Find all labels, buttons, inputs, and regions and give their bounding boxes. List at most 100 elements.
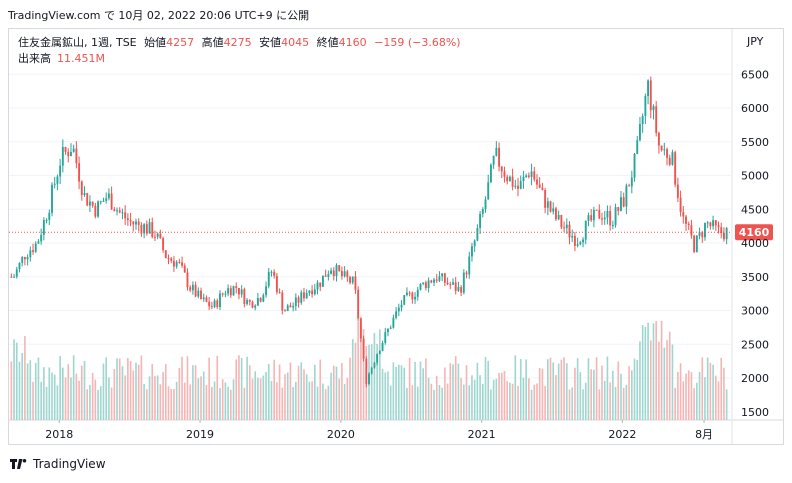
candle-body <box>582 239 584 243</box>
x-tick-label: 2021 <box>468 428 496 441</box>
candle-body <box>15 269 18 277</box>
volume-bar <box>473 379 476 420</box>
volume-bar <box>43 367 45 420</box>
volume-bar <box>70 377 72 420</box>
candle-body <box>308 290 311 293</box>
candle-body <box>319 282 322 287</box>
candle-body <box>197 290 200 297</box>
candle-body <box>381 342 384 351</box>
candle-body <box>452 282 454 285</box>
candle-body <box>332 270 335 277</box>
candle-body <box>416 289 419 297</box>
candle-body <box>145 224 148 234</box>
candle-body <box>159 233 162 239</box>
candle-body <box>102 200 105 202</box>
candle-body <box>595 209 598 211</box>
candle-body <box>289 305 292 308</box>
volume-bar <box>216 355 219 420</box>
volume-bar <box>617 361 620 420</box>
candle-body <box>313 289 316 295</box>
candle-body <box>113 209 116 212</box>
volume-bar <box>690 372 693 420</box>
candle-body <box>424 282 427 289</box>
volume-bar <box>192 365 194 420</box>
volume-bar <box>240 358 243 420</box>
candle-body <box>340 271 343 277</box>
candle-body <box>343 271 346 277</box>
candle-body <box>26 257 29 260</box>
volume-bar <box>297 365 300 420</box>
volume-bar <box>476 362 479 420</box>
candle-body <box>514 185 517 187</box>
volume-bar <box>308 381 311 420</box>
candle-body <box>335 265 338 277</box>
volume-bar <box>603 380 606 420</box>
candle-body <box>303 292 305 299</box>
candle-body <box>59 165 62 177</box>
volume-bar <box>319 359 322 420</box>
candle-body <box>460 287 463 293</box>
candle-body <box>75 148 78 164</box>
candle-body <box>533 171 536 180</box>
volume-bar <box>460 378 462 420</box>
volume-bar <box>682 381 685 420</box>
candle-body <box>649 80 652 111</box>
candle-body <box>362 338 365 359</box>
candle-body <box>430 280 433 283</box>
candle-body <box>178 261 181 263</box>
candle-body <box>403 295 406 305</box>
volume-bar <box>614 387 617 420</box>
candle-body <box>552 208 555 212</box>
volume-bar <box>330 372 332 420</box>
candle-body <box>227 288 230 294</box>
volume-bar <box>354 342 357 420</box>
candle-body <box>701 232 704 238</box>
volume-bar <box>137 364 140 420</box>
volume-bar <box>427 377 430 420</box>
volume-bar <box>370 344 373 420</box>
candle-body <box>256 297 259 306</box>
candle-body <box>246 300 249 304</box>
candle-body <box>508 176 511 182</box>
volume-bar <box>425 358 427 420</box>
y-tick-label: 5500 <box>741 136 769 149</box>
volume-bar <box>83 360 86 420</box>
volume-bar <box>29 360 32 420</box>
candle-body <box>714 220 717 226</box>
candle-body <box>698 232 701 236</box>
volume-bar <box>525 359 527 420</box>
candle-body <box>99 201 102 203</box>
candle-body <box>359 318 362 339</box>
candle-body <box>216 300 219 308</box>
volume-bar <box>286 372 289 420</box>
volume-bar <box>154 376 156 420</box>
volume-bar <box>649 340 652 420</box>
volume-bar <box>598 389 601 420</box>
volume-bar <box>62 367 64 420</box>
volume-bar <box>536 383 538 420</box>
y-tick-label: 2500 <box>741 338 769 351</box>
candle-body <box>657 132 660 146</box>
candle-body <box>237 287 240 295</box>
volume-bar <box>481 383 484 420</box>
volume-bar <box>335 366 338 420</box>
volume-bar <box>628 366 630 420</box>
volume-bar <box>541 368 544 420</box>
candle-body <box>468 256 471 275</box>
volume-bar <box>32 381 34 420</box>
candle-body <box>240 289 243 295</box>
candle-body <box>110 193 113 210</box>
volume-bar <box>492 379 495 420</box>
volume-bar <box>232 379 235 420</box>
volume-bar <box>509 382 511 420</box>
volume-bar <box>164 364 167 420</box>
candle-body <box>292 305 295 308</box>
volume-bar <box>94 379 97 420</box>
last-price-badge <box>735 224 773 241</box>
volume-bar <box>219 388 221 420</box>
volume-bar <box>579 372 582 420</box>
candle-body <box>565 224 568 229</box>
candle-body <box>70 151 72 157</box>
candle-body <box>427 280 430 289</box>
